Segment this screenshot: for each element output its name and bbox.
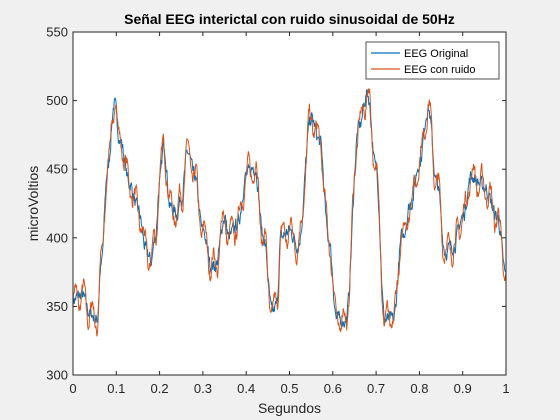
x-tick-label: 0.4 [237,381,255,396]
x-axis: 0 0.1 0.2 0.3 0.4 0.5 0.6 0.7 0.8 0.9 1 [69,32,510,396]
y-axis: 300 350 400 450 500 550 [46,25,506,383]
x-tick-label: 0 [69,381,76,396]
legend-box [365,41,500,80]
y-axis-label: microVoltios [25,166,41,241]
x-tick-label: 0.5 [280,381,298,396]
x-tick-label: 0.2 [151,381,169,396]
x-tick-label: 0.3 [194,381,212,396]
series-line-eeg-con-ruido [73,88,506,337]
y-tick-label: 300 [46,368,68,383]
y-tick-label: 450 [46,162,68,177]
y-tick-label: 400 [46,230,68,245]
legend-label-eeg-original: EEG Original [404,48,468,60]
x-tick-label: 1 [502,381,509,396]
chart-title: Señal EEG interictal con ruido sinusoida… [124,11,455,27]
x-tick-label: 0.9 [454,381,472,396]
legend-label-eeg-con-ruido: EEG con ruido [404,64,476,76]
y-tick-label: 500 [46,93,68,108]
x-tick-label: 0.8 [410,381,428,396]
legend[interactable]: EEG Original EEG con ruido [365,41,500,80]
x-tick-label: 0.7 [367,381,385,396]
x-axis-label: Segundos [258,400,321,416]
y-tick-label: 550 [46,25,68,40]
plot-area [73,32,506,375]
x-tick-label: 0.6 [324,381,342,396]
x-tick-label: 0.1 [107,381,125,396]
y-tick-label: 350 [46,299,68,314]
series-layer [73,88,506,337]
